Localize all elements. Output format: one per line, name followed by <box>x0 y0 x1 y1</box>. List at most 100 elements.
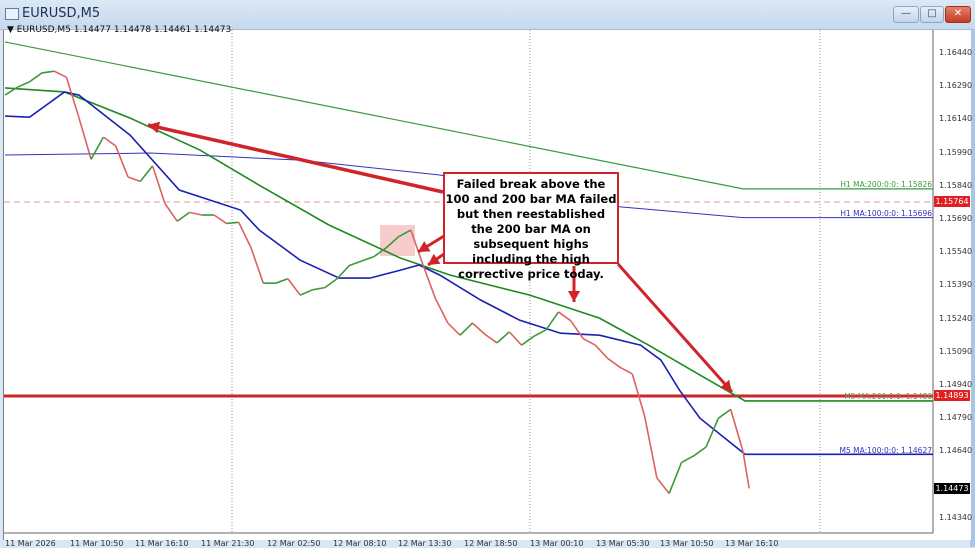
price-segment <box>385 236 400 249</box>
price-tick-label: 1.14940 <box>939 380 973 389</box>
time-tick-label: 13 Mar 16:10 <box>725 539 779 548</box>
price-segment <box>693 446 707 457</box>
time-tick-label: 13 Mar 05:30 <box>596 539 650 548</box>
price-segment <box>582 337 596 346</box>
key-level-price-box: 1.14893 <box>934 390 970 401</box>
price-segment <box>349 260 362 267</box>
price-tick-label: 1.14340 <box>939 512 973 522</box>
symbol-info: ▼ EURUSD,M5 1.14477 1.14478 1.14461 1.14… <box>7 25 231 35</box>
price-segment <box>151 165 166 204</box>
price-segment <box>643 415 658 479</box>
price-segment <box>533 328 547 338</box>
arrow-to-failed-break-head <box>148 121 161 134</box>
time-tick-label: 13 Mar 10:50 <box>660 539 714 548</box>
arrow-to-subsequent-high-head <box>568 291 580 302</box>
m5-ma100-label: M5 MA:100:0:0: 1.14627 <box>839 446 932 455</box>
price-segment <box>558 311 572 322</box>
price-tick-label: 1.16440 <box>939 48 973 57</box>
price-segment <box>189 211 202 216</box>
price-segment <box>164 203 178 222</box>
time-tick-label: 11 Mar 2026 <box>5 539 56 548</box>
price-tick-label: 1.15540 <box>939 247 973 257</box>
price-segment <box>717 408 732 419</box>
arrow-to-highlight-head <box>418 241 431 252</box>
price-segment <box>139 165 154 182</box>
h1-ma100-label: H1 MA:100:0:0: 1.15696 <box>840 209 932 218</box>
m5-ma200-line <box>4 87 933 402</box>
symbol-dropdown-icon[interactable]: ▼ <box>7 25 14 35</box>
maximize-button[interactable]: □ <box>920 6 944 23</box>
price-segment <box>447 322 461 336</box>
price-tick-label: 1.14640 <box>939 446 973 456</box>
price-segment <box>275 278 289 284</box>
price-segment <box>4 86 18 96</box>
h1-ma100-line <box>4 152 933 219</box>
price-segment <box>656 477 670 494</box>
price-segment <box>729 409 744 452</box>
arrow-to-corrective-high-head <box>720 379 732 392</box>
arrow-to-ma-retest-head <box>428 253 441 265</box>
price-segment <box>29 72 43 83</box>
price-segment <box>521 335 535 346</box>
price-segment <box>78 116 92 160</box>
price-segment <box>484 333 498 344</box>
time-tick-label: 11 Mar 10:50 <box>70 539 124 548</box>
annotation-callout: Failed break above the 100 and 200 bar M… <box>443 172 619 281</box>
price-segment <box>312 286 325 291</box>
price-tick-label: 1.15990 <box>939 147 973 157</box>
price-tick-label: 1.15240 <box>939 313 973 323</box>
h1-ma200-line <box>4 41 933 190</box>
price-segment <box>176 211 190 222</box>
price-segment <box>742 451 750 489</box>
m5-ma100-line <box>4 91 933 456</box>
price-segment <box>373 247 387 258</box>
price-tick-label: 1.15090 <box>939 346 973 356</box>
price-tick-label: 1.16290 <box>939 81 973 91</box>
price-tick-label: 1.15690 <box>939 214 973 223</box>
price-segment <box>434 298 449 324</box>
time-tick-label: 11 Mar 21:30 <box>201 539 255 548</box>
price-segment <box>237 221 252 249</box>
minimize-button[interactable]: — <box>893 6 919 23</box>
price-segment <box>114 145 129 178</box>
close-button[interactable]: ✕ <box>945 6 971 23</box>
price-segment <box>619 366 633 375</box>
price-tick-label: 1.15840 <box>939 180 973 190</box>
window-titlebar: EURUSD,M5 — □ ✕ <box>0 0 975 30</box>
price-segment <box>250 247 265 284</box>
chart-window-icon <box>5 8 19 20</box>
window-title: EURUSD,M5 <box>22 6 101 21</box>
price-segment <box>53 70 67 79</box>
price-segment <box>459 322 473 336</box>
price-segment <box>287 278 301 296</box>
arrow-to-corrective-high <box>616 263 734 393</box>
price-tick-label: 1.16140 <box>939 114 973 124</box>
price-segment <box>545 311 560 331</box>
price-segment <box>631 373 646 417</box>
price-segment <box>90 136 105 160</box>
price-segment <box>705 417 720 448</box>
price-segment <box>422 265 437 299</box>
price-segment <box>471 322 486 335</box>
time-tick-label: 12 Mar 02:50 <box>267 539 321 548</box>
current-price-box: 1.14473 <box>934 483 970 494</box>
price-segment <box>508 331 523 346</box>
price-tick-label: 1.14790 <box>939 413 973 423</box>
price-tick-label: 1.15390 <box>939 280 973 290</box>
price-segment <box>127 176 141 183</box>
time-tick-label: 13 Mar 00:10 <box>530 539 584 548</box>
price-segment <box>41 70 55 74</box>
price-segment <box>226 221 239 225</box>
price-segment <box>324 278 338 289</box>
price-segment <box>213 214 227 225</box>
window-border <box>970 29 975 547</box>
price-segment <box>570 320 584 339</box>
price-segment <box>607 357 621 368</box>
price-segment <box>336 264 350 280</box>
ohlc-values: 1.14477 1.14478 1.14461 1.14473 <box>73 25 232 35</box>
time-tick-label: 11 Mar 16:10 <box>135 539 189 548</box>
price-segment <box>668 462 683 494</box>
price-segment <box>681 455 695 464</box>
time-tick-label: 12 Mar 08:10 <box>333 539 387 548</box>
